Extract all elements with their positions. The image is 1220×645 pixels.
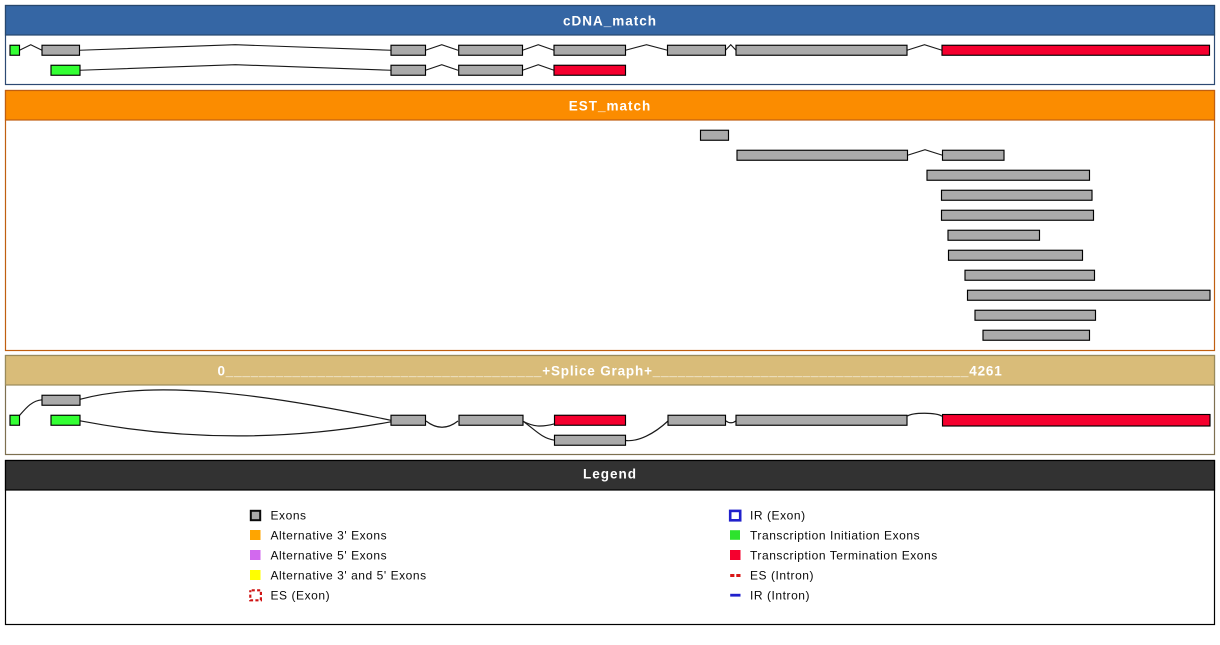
svg-text:cDNA_match: cDNA_match (563, 13, 657, 28)
svg-text:Exons: Exons (271, 509, 307, 523)
svg-text:Transcription Initiation Exons: Transcription Initiation Exons (750, 529, 920, 543)
svg-text:EST_match: EST_match (569, 98, 652, 113)
svg-text:ES (Exon): ES (Exon) (271, 589, 331, 603)
svg-text:Legend: Legend (583, 467, 637, 482)
svg-text:Alternative 5' Exons: Alternative 5' Exons (271, 549, 388, 563)
svg-text:Alternative 3' and 5' Exons: Alternative 3' and 5' Exons (271, 569, 427, 583)
svg-text:IR (Intron): IR (Intron) (750, 589, 810, 603)
svg-text:Alternative 3' Exons: Alternative 3' Exons (271, 529, 388, 543)
svg-text:ES (Intron): ES (Intron) (750, 569, 814, 583)
svg-text:0_____________________________: 0______________________________________+… (217, 364, 1002, 379)
svg-text:Transcription Termination Exon: Transcription Termination Exons (750, 549, 938, 563)
svg-text:IR (Exon): IR (Exon) (750, 509, 806, 523)
